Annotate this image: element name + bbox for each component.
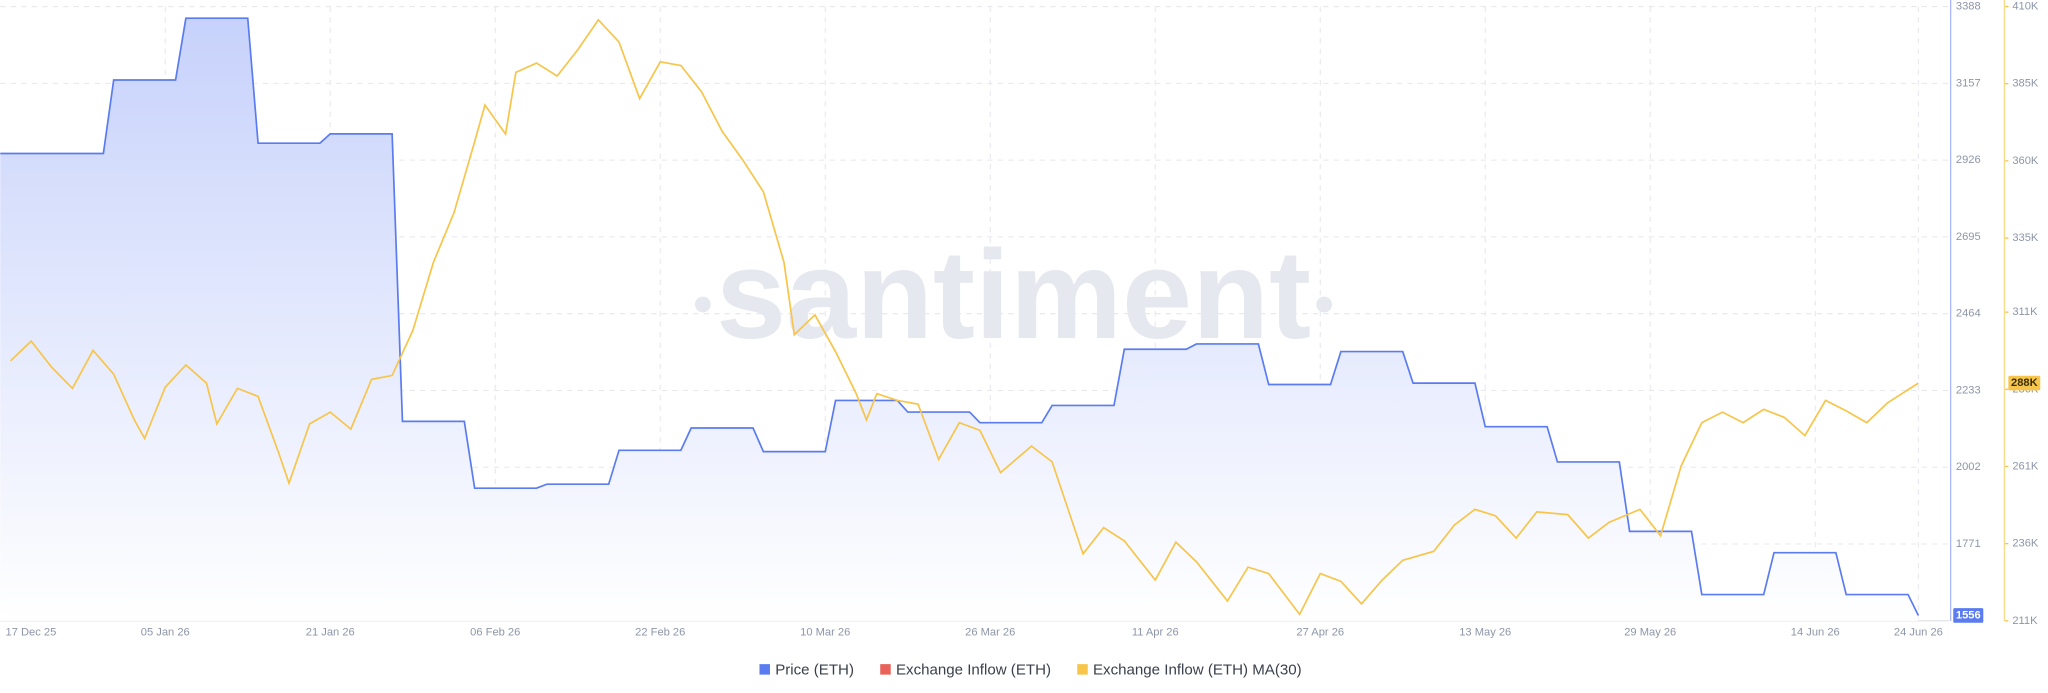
y2-tick-label: 385K: [2012, 78, 2039, 90]
value-flag-bg: [1953, 608, 1984, 623]
watermark-dot: [694, 296, 711, 313]
legend: Price (ETH) Exchange Inflow (ETH) Exchange…: [759, 662, 1302, 679]
x-tick-label: 05 Jan 26: [141, 627, 190, 639]
x-tick-label: 24 Jun 26: [1894, 627, 1943, 639]
y2-tick-label: 335K: [2012, 232, 2039, 244]
y2-tick-label: 236K: [2012, 538, 2039, 550]
y2-tick-label: 360K: [2012, 155, 2039, 167]
y-tick-label: 2464: [1956, 308, 1981, 320]
series-line: [0, 17, 1920, 616]
y-tick-label: 3388: [1956, 1, 1981, 13]
series-line: [9, 18, 1919, 616]
x-tick-label: 10 Mar 26: [800, 627, 850, 639]
y-tick-label: 2233: [1956, 384, 1981, 396]
x-tick-label: 13 May 26: [1459, 627, 1511, 639]
legend-swatch: [880, 664, 891, 675]
x-tick-label: 21 Jan 26: [306, 627, 355, 639]
legend-label: Price (ETH): [775, 662, 854, 679]
x-tick-label: 27 Apr 26: [1296, 627, 1344, 639]
y-tick-label: 2926: [1956, 154, 1981, 166]
y2-tick-label: 211K: [2012, 615, 2038, 627]
value-flag: 288K: [2011, 377, 2038, 389]
legend-swatch: [1077, 664, 1088, 675]
y-tick-label: 2002: [1956, 461, 1981, 473]
value-flag-bg: [2008, 375, 2041, 391]
price-area: [0, 18, 1919, 621]
x-tick-label: 17 Dec 25: [6, 627, 57, 639]
y-tick-label: 3157: [1956, 77, 1981, 89]
legend-label: Exchange Inflow (ETH) MA(30): [1093, 662, 1302, 679]
x-tick-label: 26 Mar 26: [965, 627, 1015, 639]
watermark: santiment: [716, 224, 1311, 365]
y2-tick-label: 410K: [2012, 1, 2039, 13]
x-tick-label: 06 Feb 26: [470, 627, 520, 639]
y-tick-label: 2695: [1956, 231, 1981, 243]
legend-label: Exchange Inflow (ETH): [896, 662, 1051, 679]
x-tick-label: 11 Apr 26: [1132, 627, 1179, 639]
watermark-dot: [1316, 296, 1333, 313]
y2-tick-label: 261K: [2012, 460, 2039, 472]
legend-swatch: [759, 664, 770, 675]
y-tick-label: 1771: [1956, 538, 1981, 550]
x-tick-label: 14 Jun 26: [1791, 627, 1840, 639]
x-tick-label: 22 Feb 26: [635, 627, 685, 639]
x-tick-label: 29 May 26: [1624, 627, 1676, 639]
value-flag: 1556: [1956, 609, 1981, 621]
y2-tick-label: 311K: [2012, 306, 2038, 318]
